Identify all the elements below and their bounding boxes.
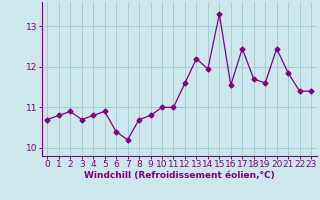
X-axis label: Windchill (Refroidissement éolien,°C): Windchill (Refroidissement éolien,°C)	[84, 171, 275, 180]
